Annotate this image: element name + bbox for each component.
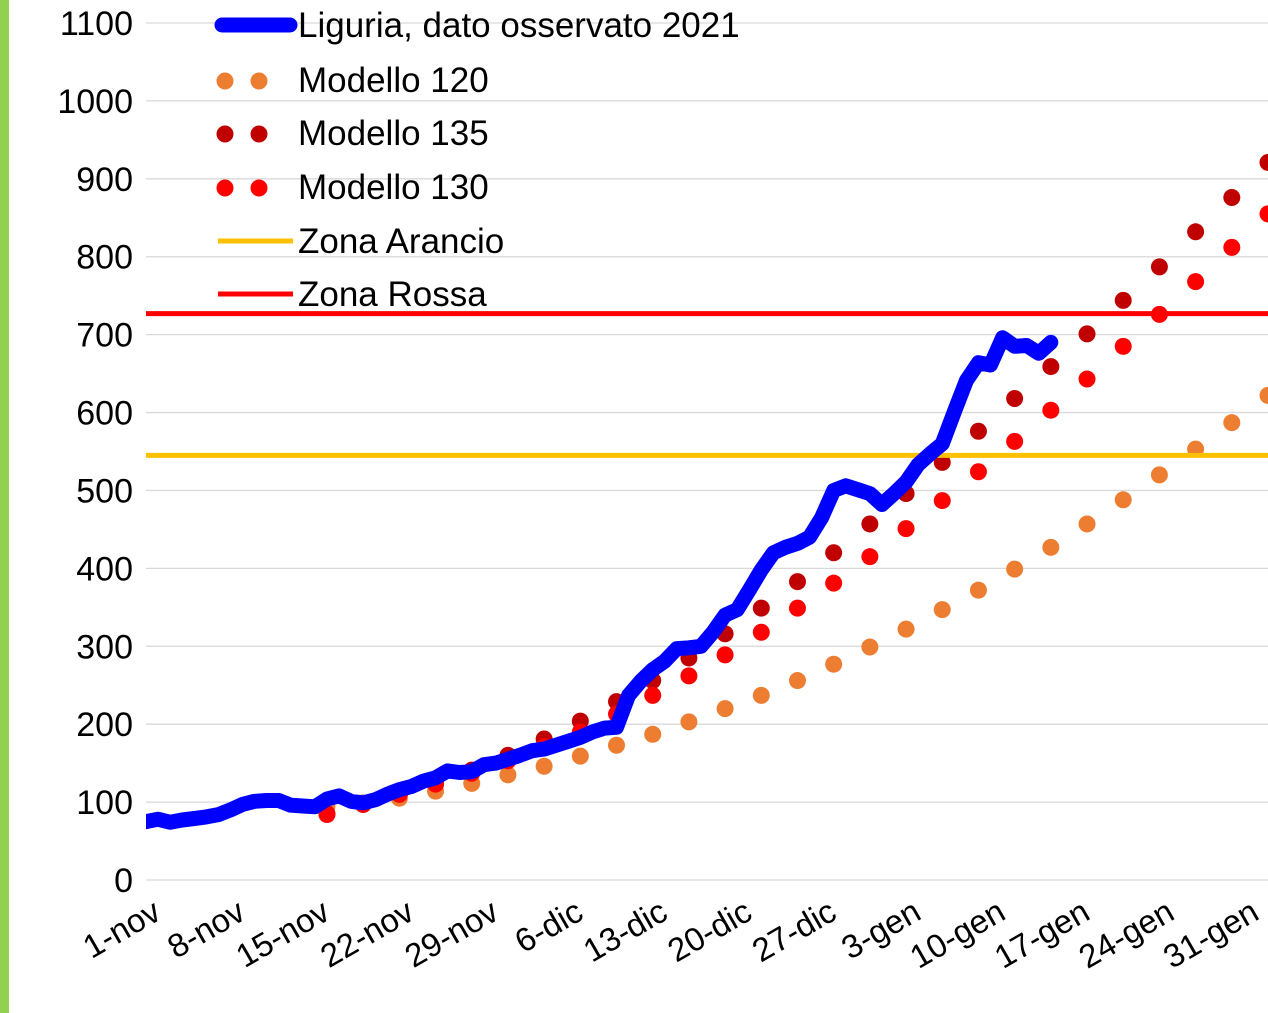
- x-tick-label: 13-dic: [577, 892, 673, 969]
- data-point: [825, 574, 843, 592]
- data-point: [825, 655, 843, 673]
- y-axis-ticks: 0 100 200 300 400 500 600 700 800 900 1000 1100: [57, 5, 133, 900]
- data-point: [1150, 466, 1168, 484]
- legend-symbol-dot: [250, 125, 268, 143]
- legend-label: Modello 130: [298, 168, 489, 207]
- data-point: [1042, 401, 1060, 419]
- data-point: [1114, 291, 1132, 309]
- data-point: [752, 623, 770, 641]
- y-tick-label: 600: [76, 395, 133, 433]
- data-point: [1223, 189, 1241, 207]
- x-tick-label: 1-nov: [76, 892, 166, 966]
- data-point: [716, 700, 734, 718]
- y-tick-label: 0: [114, 862, 133, 900]
- data-point: [680, 713, 698, 731]
- data-point: [825, 544, 843, 562]
- data-point: [788, 573, 806, 591]
- data-point: [571, 747, 589, 765]
- legend-symbol-dot: [216, 125, 234, 143]
- legend-label: Zona Arancio: [298, 222, 504, 261]
- data-point: [499, 766, 517, 784]
- data-point: [969, 581, 987, 599]
- data-point: [535, 757, 553, 775]
- gridlines: [146, 22, 1268, 881]
- data-point: [1078, 370, 1096, 388]
- y-tick-label: 900: [76, 161, 133, 199]
- x-tick-label: 31-gen: [1157, 892, 1264, 975]
- series-line: [146, 330, 1059, 830]
- y-tick-label: 400: [76, 550, 133, 588]
- data-point: [716, 646, 734, 664]
- data-point: [897, 620, 915, 638]
- y-tick-label: 100: [76, 784, 133, 822]
- legend-label: Liguria, dato osservato 2021: [298, 6, 740, 45]
- data-point: [861, 548, 879, 566]
- data-point: [1114, 337, 1132, 355]
- data-point: [644, 686, 662, 704]
- data-point: [1114, 491, 1132, 509]
- legend: Liguria, dato osservato 2021 Modello 120 M…: [214, 6, 740, 314]
- data-point: [752, 686, 770, 704]
- left-accent-bar: [0, 0, 9, 1013]
- legend-symbol-dot: [216, 179, 234, 197]
- y-tick-label: 800: [76, 239, 133, 277]
- data-point: [861, 515, 879, 533]
- data-point: [861, 638, 879, 656]
- data-point: [1042, 358, 1060, 376]
- x-tick-label: 17-gen: [988, 892, 1095, 975]
- y-tick-label: 700: [76, 317, 133, 355]
- legend-symbol-dot: [250, 72, 268, 90]
- data-point: [933, 453, 951, 471]
- x-tick-label: 29-nov: [398, 892, 504, 975]
- legend-symbol-dot: [216, 72, 234, 90]
- data-point: [933, 601, 951, 619]
- legend-label: Zona Rossa: [298, 275, 487, 314]
- y-tick-label: 200: [76, 706, 133, 744]
- data-point: [752, 599, 770, 617]
- data-point: [969, 463, 987, 481]
- data-point: [680, 667, 698, 685]
- data-point: [897, 520, 915, 538]
- data-point: [1223, 238, 1241, 256]
- data-point: [1187, 223, 1205, 241]
- series-layer: [146, 153, 1268, 830]
- x-tick-label: 24-gen: [1072, 892, 1179, 975]
- data-point: [1006, 390, 1024, 408]
- legend-label: Modello 135: [298, 114, 489, 153]
- data-point: [1006, 560, 1024, 578]
- data-point: [1078, 515, 1096, 533]
- data-point: [1187, 273, 1205, 291]
- data-point: [788, 672, 806, 690]
- x-tick-label: 22-nov: [314, 892, 420, 975]
- data-point: [788, 599, 806, 617]
- data-point: [1259, 153, 1268, 171]
- data-point: [1259, 386, 1268, 404]
- data-point: [1150, 258, 1168, 276]
- y-tick-label: 300: [76, 628, 133, 666]
- legend-symbol-dot: [250, 179, 268, 197]
- x-tick-label: 20-dic: [661, 892, 757, 969]
- x-tick-label: 10-gen: [904, 892, 1011, 975]
- y-tick-label: 1000: [57, 83, 133, 121]
- data-point: [1042, 538, 1060, 556]
- legend-label: Modello 120: [298, 61, 489, 100]
- data-point: [969, 422, 987, 440]
- data-point: [933, 492, 951, 510]
- y-tick-label: 500: [76, 472, 133, 510]
- data-point: [608, 736, 626, 754]
- data-point: [1006, 432, 1024, 450]
- data-point: [1078, 325, 1096, 343]
- x-tick-label: 6-dic: [508, 892, 588, 960]
- x-tick-label: 15-nov: [230, 892, 336, 975]
- data-point: [1259, 205, 1268, 223]
- y-tick-label: 1100: [60, 5, 133, 43]
- data-point: [644, 725, 662, 743]
- data-point: [1223, 414, 1241, 432]
- x-tick-label: 27-dic: [746, 892, 842, 969]
